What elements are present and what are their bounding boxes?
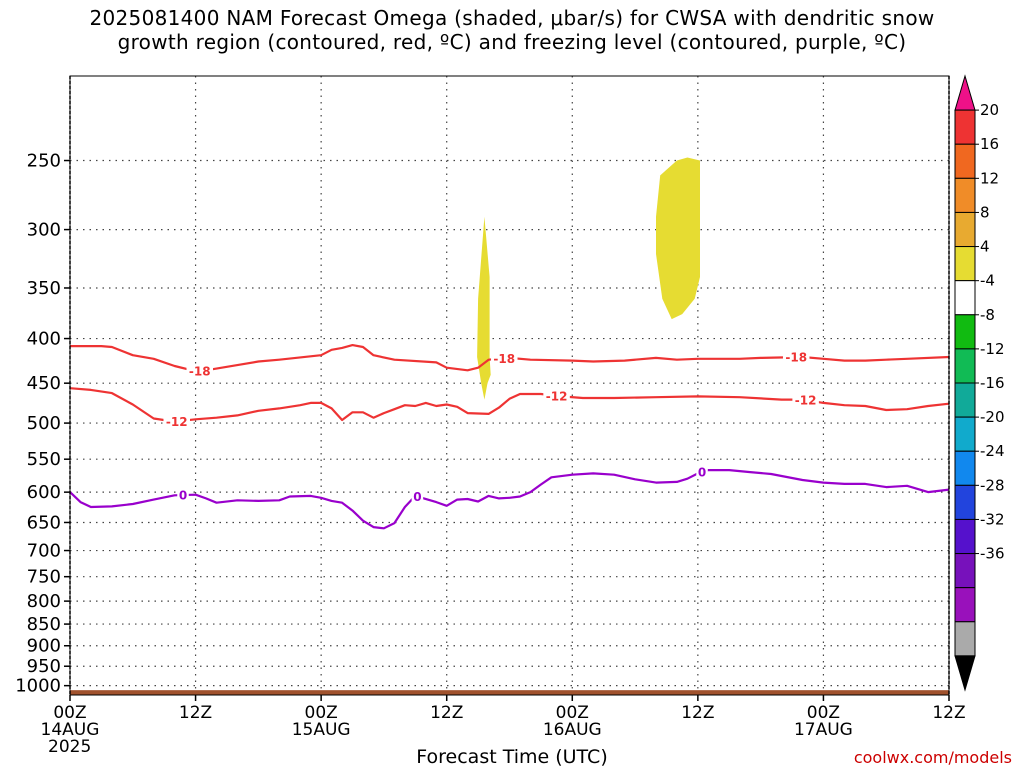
colorbar-segment xyxy=(954,450,976,486)
colorbar-label: -16 xyxy=(980,374,1005,392)
y-tick-label: 900 xyxy=(27,636,61,657)
colorbar-label: 12 xyxy=(980,169,999,187)
y-tick-label: 500 xyxy=(27,413,61,434)
y-tick-label: 600 xyxy=(27,482,61,503)
colorbar-segment xyxy=(954,621,976,657)
contour-label-bg xyxy=(696,465,708,480)
y-tick-label: 450 xyxy=(27,373,61,394)
colorbar-label: -36 xyxy=(980,545,1005,563)
x-tick-label: 00Z xyxy=(807,703,840,723)
omega-area-2 xyxy=(656,157,700,320)
colorbar-label: -12 xyxy=(980,340,1005,358)
colorbar-label: 8 xyxy=(980,203,990,221)
colorbar-segment xyxy=(954,348,976,384)
x-tick-label: 00Z xyxy=(556,703,589,723)
y-tick-label: 950 xyxy=(27,656,61,677)
colorbar-segment xyxy=(954,109,976,145)
terrain xyxy=(70,690,949,695)
contour-label-bg xyxy=(543,388,570,403)
colorbar-label: -32 xyxy=(980,510,1005,528)
x-tick-label: 14AUG xyxy=(41,720,100,740)
contours: -18 -18 -18 -12 -12 -12 0 0 0 xyxy=(69,344,950,530)
contour-label: -12 xyxy=(546,389,568,403)
contour-label-bg xyxy=(792,393,819,408)
colorbar-label: -8 xyxy=(980,306,995,324)
y-tick-label: 400 xyxy=(27,329,61,350)
colorbar-segment xyxy=(954,518,976,555)
y-tick-label: 850 xyxy=(27,614,61,635)
contour-label: -12 xyxy=(795,394,817,408)
contour-line-m12 xyxy=(69,387,950,423)
omega-shading xyxy=(477,157,700,400)
colorbar-segment xyxy=(954,246,976,282)
colorbar-label: 20 xyxy=(980,101,999,119)
chart-title-line2: growth region (contoured, red, ºC) and f… xyxy=(117,30,907,54)
colorbar-segment xyxy=(954,484,976,520)
colorbar: 20 16 12 8 4 -4 -8 -12 -16 -20 -24 -28 -32 -36 xyxy=(954,74,1005,692)
contour-label-bg xyxy=(782,350,810,365)
colorbar-label: -20 xyxy=(980,408,1005,426)
plot-frame xyxy=(69,75,950,696)
terrain-band xyxy=(70,690,949,695)
x-tick-label: 12Z xyxy=(681,703,714,723)
contour-label: -12 xyxy=(166,415,188,429)
y-tick-label: 300 xyxy=(27,220,61,241)
y-tick-label: 1000 xyxy=(15,676,61,697)
credit-text[interactable]: coolwx.com/models xyxy=(853,748,1012,767)
x-tick-label: 15AUG xyxy=(292,720,351,740)
contour-label: 0 xyxy=(413,490,421,504)
chart-title: 2025081400 NAM Forecast Omega (shaded, μ… xyxy=(0,6,1024,54)
x-tick-label: 12Z xyxy=(179,703,212,723)
x-tick-label: 17AUG xyxy=(794,720,853,740)
colorbar-segment xyxy=(954,416,976,452)
y-tick-label: 700 xyxy=(27,541,61,562)
x-tick-label: 16AUG xyxy=(543,720,602,740)
x-tick-label: 12Z xyxy=(430,703,463,723)
contour-label: 0 xyxy=(179,489,187,503)
x-tick-label: 12Z xyxy=(932,703,965,723)
contour-label-bg xyxy=(163,414,190,429)
contour-label-bg xyxy=(411,489,424,504)
y-tick-label: 650 xyxy=(27,512,61,533)
contour-label: -18 xyxy=(189,364,211,378)
colorbar-label: -28 xyxy=(980,476,1005,494)
colorbar-label: 16 xyxy=(980,135,999,153)
contour-label: 0 xyxy=(698,466,706,480)
colorbar-bottom-triangle xyxy=(954,655,976,692)
colorbar-label: -4 xyxy=(980,272,995,290)
colorbar-segment xyxy=(954,143,976,179)
y-tick-label: 250 xyxy=(27,151,61,172)
colorbar-label: -24 xyxy=(980,442,1005,460)
y-axis-ticks: 2503003504004505005506006507007508008509… xyxy=(15,151,70,697)
y-tick-label: 800 xyxy=(27,591,61,612)
colorbar-segment xyxy=(954,553,976,589)
x-tick-label: 00Z xyxy=(305,703,338,723)
omega-area-1 xyxy=(477,216,491,400)
contour-label-bg xyxy=(186,363,214,378)
grid xyxy=(70,76,949,695)
contour-label: -18 xyxy=(785,351,807,365)
colorbar-segment xyxy=(954,382,976,418)
y-tick-label: 750 xyxy=(27,567,61,588)
contour-label: -18 xyxy=(493,352,515,366)
colorbar-label: 4 xyxy=(980,238,990,256)
plot-border xyxy=(69,75,950,696)
colorbar-segment xyxy=(954,587,976,623)
colorbar-segment xyxy=(954,314,976,350)
contour-label-bg xyxy=(491,351,518,366)
x-axis-label: Forecast Time (UTC) xyxy=(416,746,608,768)
contour-line-0 xyxy=(69,469,950,530)
y-tick-label: 350 xyxy=(27,278,61,299)
x-tick-label: 2025 xyxy=(48,737,91,757)
y-tick-label: 550 xyxy=(27,449,61,470)
chart-title-line1: 2025081400 NAM Forecast Omega (shaded, μ… xyxy=(89,6,935,30)
colorbar-segment xyxy=(954,280,976,316)
colorbar-top-triangle xyxy=(954,74,976,111)
colorbar-segment xyxy=(954,211,976,248)
colorbar-segment xyxy=(954,177,976,213)
contour-label-bg xyxy=(177,488,189,503)
x-tick-label: 00Z xyxy=(53,703,86,723)
